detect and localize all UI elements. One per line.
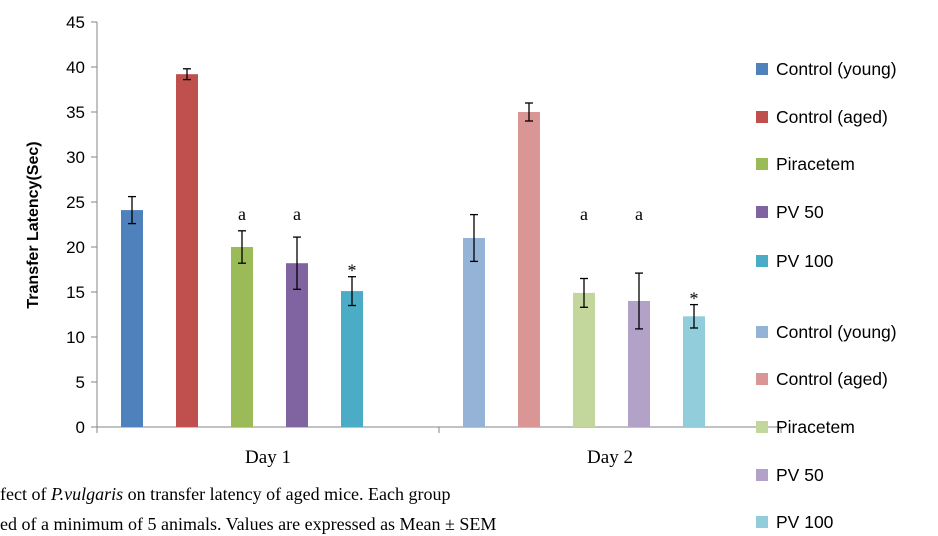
y-tick-label: 0 bbox=[76, 418, 85, 437]
legend-label: Control (aged) bbox=[776, 369, 888, 389]
legend-swatch bbox=[756, 158, 768, 170]
legend-label: Piracetem bbox=[776, 417, 855, 437]
bar bbox=[176, 74, 198, 427]
legend-label: Piracetem bbox=[776, 154, 855, 174]
figure-caption-line-2: ed of a minimum of 5 animals. Values are… bbox=[0, 514, 496, 535]
legend-label: Control (young) bbox=[776, 59, 897, 79]
bar bbox=[683, 316, 705, 427]
legend-swatch bbox=[756, 469, 768, 481]
bar bbox=[121, 210, 143, 427]
x-axis: Day 1 Day 2 bbox=[96, 426, 782, 468]
legend-label: Control (young) bbox=[776, 322, 897, 342]
figure-caption-line-1: fect of P.vulgaris on transfer latency o… bbox=[0, 484, 451, 505]
legend-swatch bbox=[756, 111, 768, 123]
y-tick-label: 25 bbox=[66, 193, 85, 212]
legend-swatch bbox=[756, 373, 768, 385]
bar bbox=[231, 247, 253, 427]
y-tick-label: 20 bbox=[66, 238, 85, 257]
y-tick-label: 35 bbox=[66, 103, 85, 122]
legend-swatch bbox=[756, 326, 768, 338]
y-axis: 0 5 10 15 20 25 30 35 40 45 bbox=[66, 13, 98, 437]
significance-label: * bbox=[690, 289, 699, 309]
legend-swatch bbox=[756, 255, 768, 267]
legend: Control (young) Control (aged) Piracetem PV… bbox=[756, 59, 897, 532]
significance-label: * bbox=[348, 261, 357, 281]
y-tick-label: 40 bbox=[66, 58, 85, 77]
bar bbox=[518, 112, 540, 427]
bar bbox=[341, 291, 363, 427]
significance-label: a bbox=[635, 204, 643, 224]
caption-text-line-2: ed of a minimum of 5 animals. Values are… bbox=[0, 514, 497, 534]
y-tick-label: 5 bbox=[76, 373, 85, 392]
legend-label: PV 100 bbox=[776, 251, 834, 271]
bar bbox=[573, 292, 595, 427]
legend-swatch bbox=[756, 206, 768, 218]
legend-swatch bbox=[756, 421, 768, 433]
bar bbox=[463, 238, 485, 427]
caption-species-name: P.vulgaris bbox=[50, 484, 124, 504]
bar bbox=[286, 263, 308, 427]
legend-label: Control (aged) bbox=[776, 107, 888, 127]
caption-text-pre: fect of bbox=[0, 484, 51, 504]
legend-label: PV 50 bbox=[776, 465, 824, 485]
legend-swatch bbox=[756, 516, 768, 528]
y-tick-label: 45 bbox=[66, 13, 85, 32]
significance-label: a bbox=[238, 204, 246, 224]
x-category-label: Day 2 bbox=[587, 447, 633, 468]
significance-label: a bbox=[580, 204, 588, 224]
y-tick-label: 10 bbox=[66, 328, 85, 347]
y-axis-label: Transfer Latency(Sec) bbox=[25, 141, 42, 308]
caption-text-post: on transfer latency of aged mice. Each g… bbox=[123, 484, 451, 504]
legend-swatch bbox=[756, 63, 768, 75]
legend-label: PV 100 bbox=[776, 512, 834, 532]
x-category-label: Day 1 bbox=[245, 447, 291, 468]
bar bbox=[628, 301, 650, 427]
y-tick-label: 30 bbox=[66, 148, 85, 167]
significance-label: a bbox=[293, 204, 301, 224]
legend-label: PV 50 bbox=[776, 202, 824, 222]
y-tick-label: 15 bbox=[66, 283, 85, 302]
bars: a a * a a * bbox=[121, 68, 705, 427]
